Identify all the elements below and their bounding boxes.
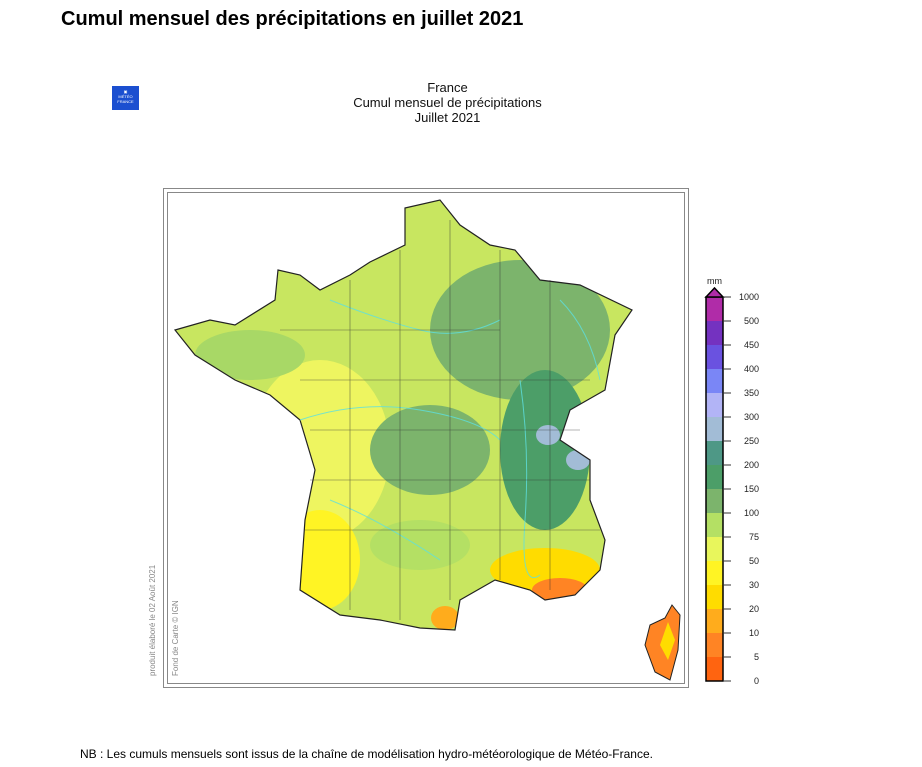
legend-swatch [706,345,723,369]
legend-tick-label: 75 [749,532,759,542]
legend-swatch [706,465,723,489]
legend-swatch [706,561,723,585]
legend-overflow-arrow [704,286,725,298]
france-border [173,199,633,631]
legend-tick-label: 450 [744,340,759,350]
corsica-interior [660,622,675,660]
legend-swatch [706,441,723,465]
map-title-line: France [427,80,468,95]
page-title: Cumul mensuel des précipitations en juil… [61,8,524,30]
legend-swatch [706,489,723,513]
legend-swatch [706,321,723,345]
product-credit: produit élaboré le 02 Août 2021 [148,564,157,676]
legend-tick-label: 50 [749,556,759,566]
legend-tick-label: 400 [744,364,759,374]
basemap-credit: Fond de Carte © IGN [171,600,180,676]
legend-tick-label: 1000 [739,292,759,302]
map-title-line: Juillet 2021 [414,110,481,125]
footnote: NB : Les cumuls mensuels sont issus de l… [80,747,653,761]
legend-swatch [706,297,723,321]
meteo-france-logo: ▣ MÉTÉO FRANCE [112,86,139,110]
legend-tick-label: 30 [749,580,759,590]
legend-tick-label: 200 [744,460,759,470]
legend-tick-label: 500 [744,316,759,326]
map-inner-frame [167,192,685,684]
legend-tick-label: 300 [744,412,759,422]
legend-swatch [706,393,723,417]
map-title-line: Cumul mensuel de précipitations [353,95,542,110]
legend-tick-label: 20 [749,604,759,614]
legend-swatch [706,609,723,633]
legend-swatch [706,369,723,393]
legend-unit: mm [707,276,722,286]
legend-swatch [706,657,723,681]
legend-swatch [706,513,723,537]
map-frame [163,188,689,688]
legend-swatch [706,417,723,441]
legend-swatch [706,537,723,561]
legend-tick-label: 0 [754,676,759,686]
legend-swatch [706,585,723,609]
legend-swatch [706,633,723,657]
legend-tick-label: 100 [744,508,759,518]
legend-tick-label: 250 [744,436,759,446]
department-borders [280,220,600,620]
legend-tick-label: 5 [754,652,759,662]
legend-tick-label: 150 [744,484,759,494]
legend-tick-label: 10 [749,628,759,638]
map-title: France Cumul mensuel de précipitations J… [300,80,595,125]
color-legend: 0 5 10 20 30 50 75 100 150 200 250 300 350 400 450 500 1… [704,286,759,686]
legend-tick-label: 350 [744,388,759,398]
